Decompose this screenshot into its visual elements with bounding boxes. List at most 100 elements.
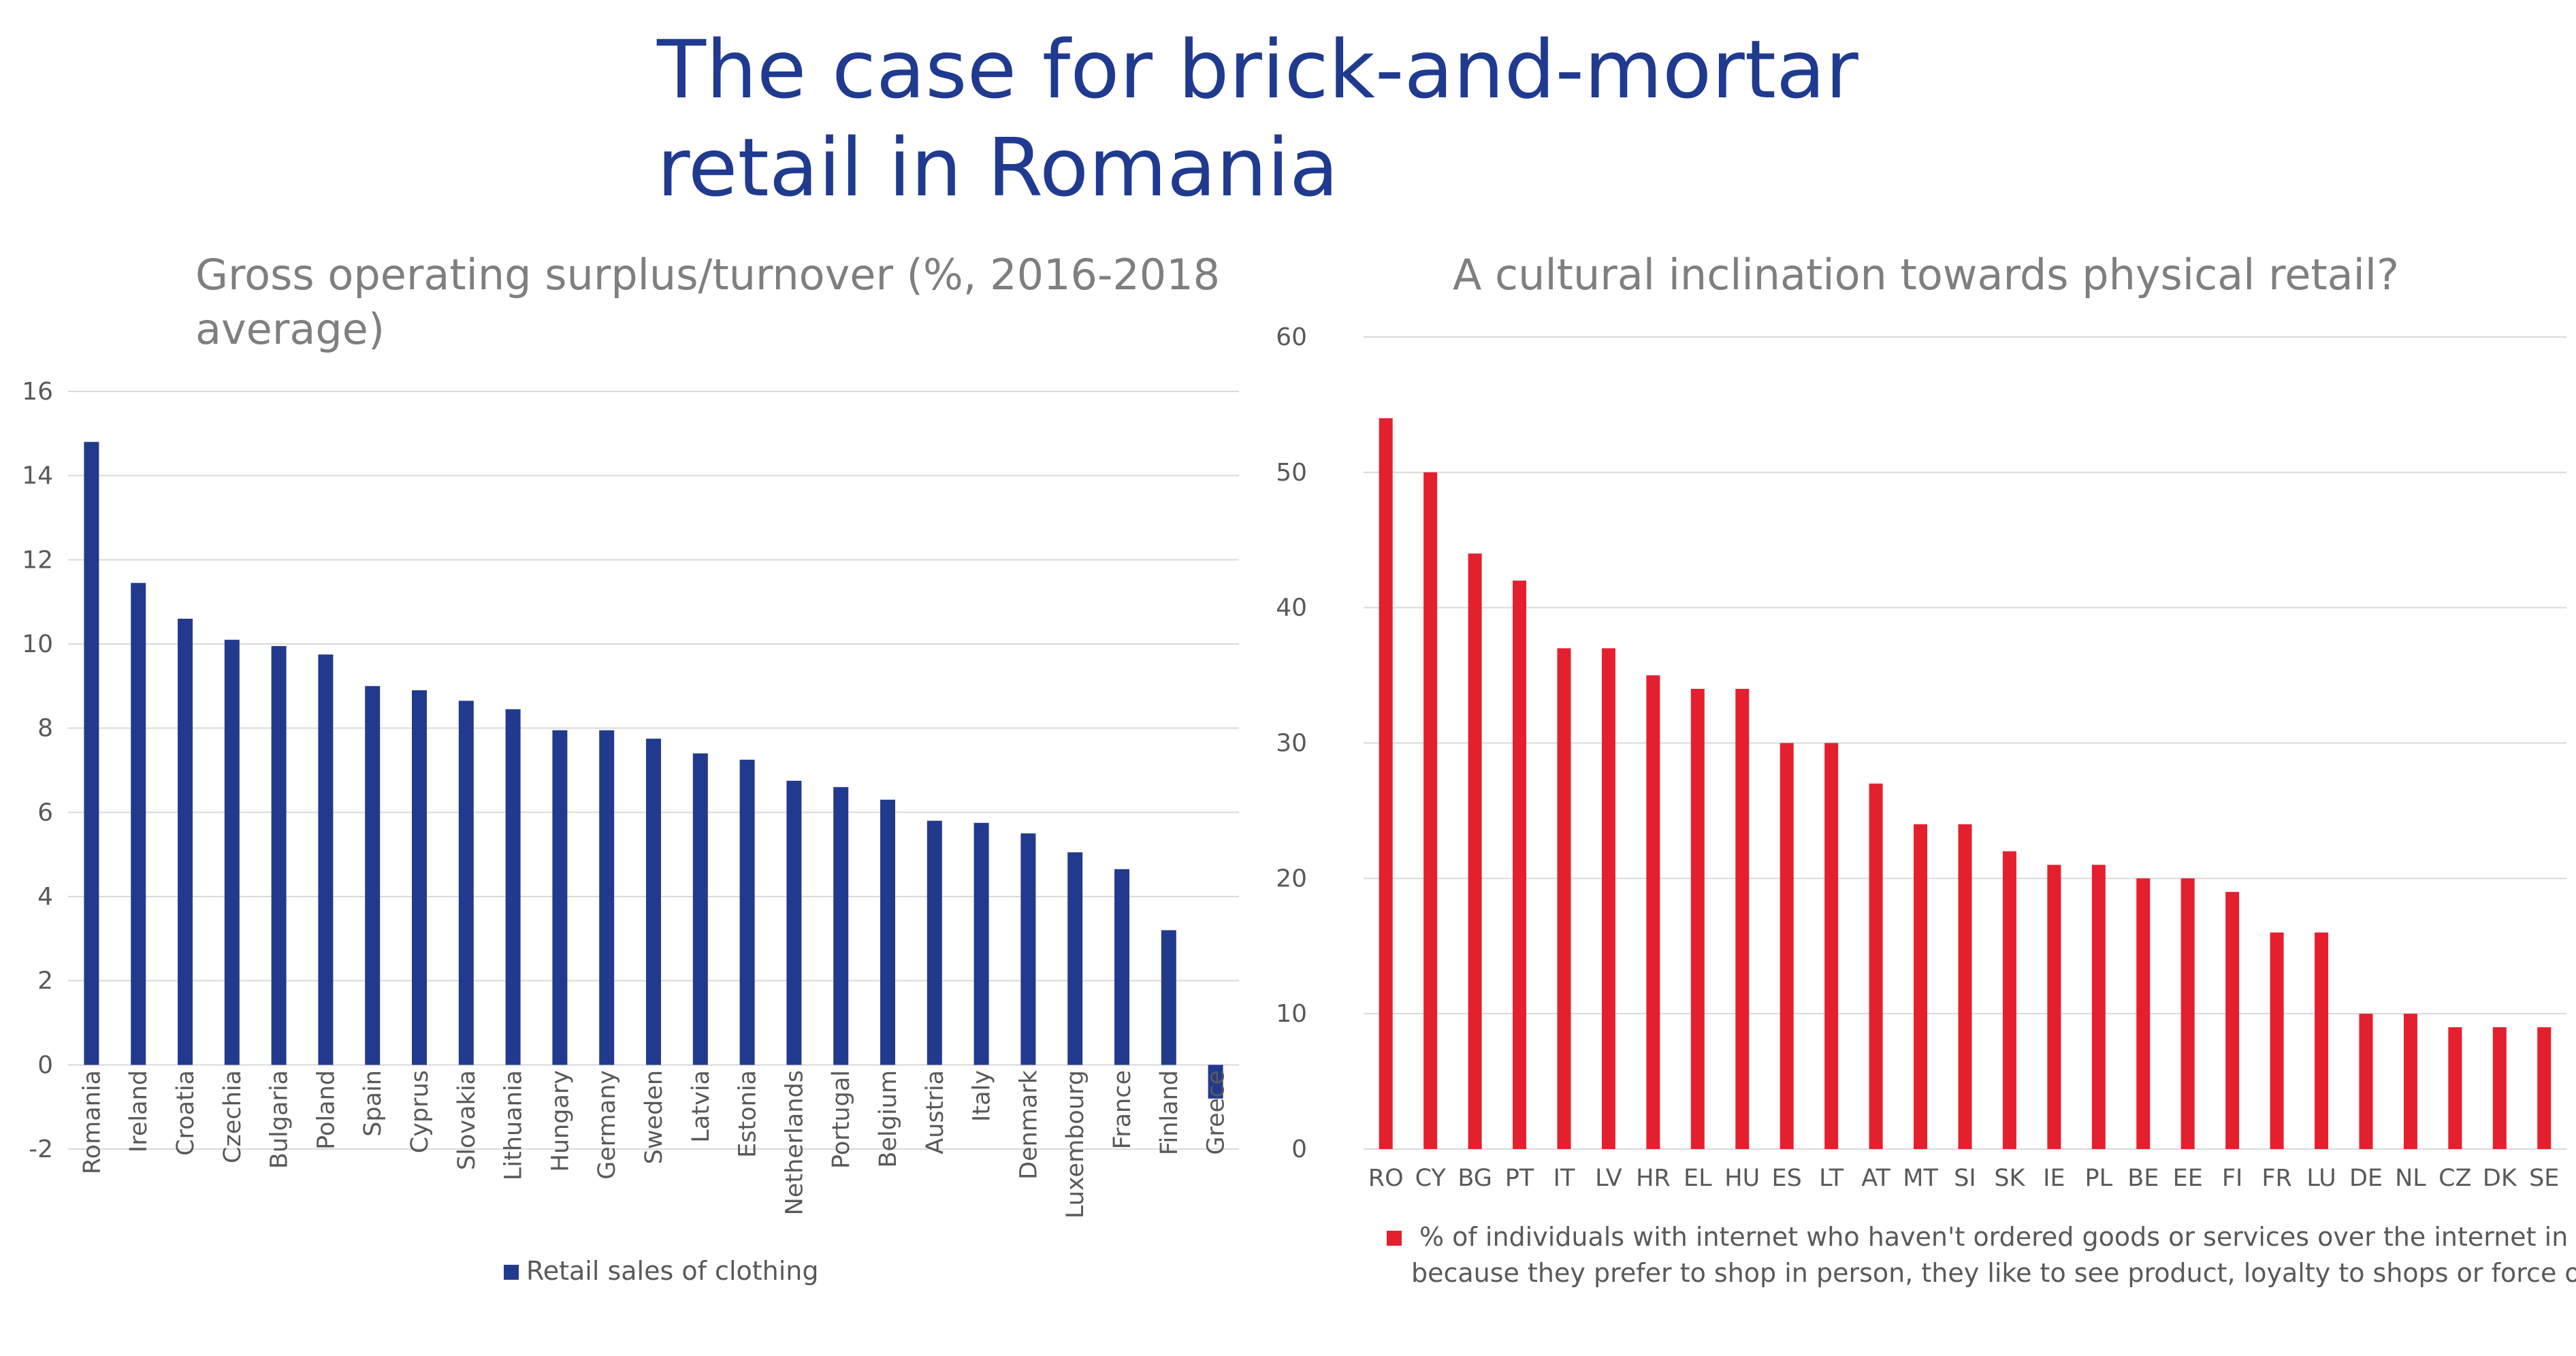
bar: [318, 654, 334, 1065]
right-legend-label-line-2: because they prefer to shop in person, t…: [1411, 1258, 2576, 1288]
x-category-label: DE: [2349, 1165, 2383, 1192]
x-category-label: FI: [2222, 1165, 2242, 1192]
right-x-axis: RO CY BG PT IT LV HR EL HU ES LT AT MT SI SK IE PL BE EE FI…: [1368, 1165, 2560, 1192]
bar: [2537, 1027, 2551, 1149]
x-category-label: RO: [1368, 1165, 1404, 1192]
x-category-label: SI: [1954, 1165, 1976, 1192]
x-category-label: Latvia: [688, 1070, 715, 1143]
left-legend-label: Retail sales of clothing: [526, 1256, 819, 1286]
bar: [2002, 851, 2016, 1149]
y-tick-label: 20: [1276, 865, 1307, 892]
x-category-label: Cyprus: [406, 1070, 434, 1153]
bar: [2403, 1014, 2417, 1149]
bar: [84, 442, 99, 1065]
x-category-label: Ireland: [125, 1070, 152, 1152]
bar: [739, 760, 755, 1065]
x-category-label: Belgium: [875, 1070, 902, 1168]
x-category-label: CY: [1415, 1165, 1447, 1192]
x-category-label: PL: [2085, 1165, 2113, 1192]
x-category-label: Luxembourg: [1062, 1070, 1089, 1218]
x-category-label: FR: [2261, 1165, 2291, 1192]
x-category-label: BG: [1458, 1165, 1492, 1192]
x-category-label: Italy: [969, 1070, 996, 1122]
y-tick-label: -2: [29, 1135, 53, 1163]
bar: [412, 690, 427, 1065]
x-category-label: IE: [2043, 1165, 2065, 1192]
bar: [1067, 852, 1083, 1065]
bar: [224, 639, 240, 1065]
x-category-label: LT: [1819, 1165, 1844, 1192]
x-category-label: DK: [2483, 1165, 2517, 1192]
bar: [1020, 833, 1036, 1065]
y-tick-label: 2: [37, 967, 53, 995]
left-y-axis: -2 0 2 4 6 8 10 12 14 16: [22, 378, 53, 1163]
x-category-label: Denmark: [1015, 1069, 1042, 1180]
bar: [2315, 932, 2329, 1149]
left-legend-swatch: [504, 1265, 519, 1280]
page-title-line-1: The case for brick-and-mortar: [657, 22, 1858, 116]
y-tick-label: 4: [37, 883, 53, 911]
bar: [1914, 824, 1928, 1149]
x-category-label: Poland: [312, 1070, 340, 1150]
bar: [1646, 675, 1660, 1149]
left-chart-title-line-2: average): [195, 304, 385, 354]
bar: [1958, 824, 1972, 1149]
bar: [599, 730, 615, 1065]
x-category-label: HU: [1724, 1165, 1760, 1192]
bar: [458, 700, 474, 1065]
x-category-label: Croatia: [172, 1070, 199, 1156]
bar: [552, 730, 568, 1065]
right-legend: % of individuals with internet who haven…: [1387, 1222, 2576, 1288]
right-chart-title: A cultural inclination towards physical …: [1453, 250, 2399, 300]
bar: [1513, 580, 1527, 1149]
x-category-label: PT: [1505, 1165, 1534, 1192]
x-category-label: IT: [1553, 1165, 1575, 1192]
y-tick-label: 30: [1276, 730, 1307, 758]
x-category-label: LV: [1595, 1165, 1622, 1192]
x-category-label: France: [1109, 1070, 1136, 1149]
x-category-label: Estonia: [735, 1070, 762, 1158]
page-title-line-2: retail in Romania: [657, 120, 1339, 214]
x-category-label: EL: [1684, 1165, 1712, 1192]
x-category-label: HR: [1636, 1165, 1671, 1192]
bar: [365, 685, 381, 1065]
left-bar-chart: Gross operating surplus/turnover (%, 201…: [22, 250, 1239, 1286]
x-category-label: ES: [1772, 1165, 1802, 1192]
y-tick-label: 40: [1276, 594, 1307, 622]
x-category-label: Spain: [359, 1070, 387, 1137]
right-legend-label-line-1: % of individuals with internet who haven…: [1419, 1222, 2576, 1252]
right-y-axis: 0 10 20 30 40 50 60: [1276, 323, 1307, 1163]
y-tick-label: 10: [1276, 1000, 1307, 1028]
bar: [1114, 869, 1129, 1065]
bar: [2270, 932, 2284, 1149]
y-tick-label: 0: [37, 1051, 53, 1079]
bar: [2492, 1027, 2507, 1149]
x-category-label: LU: [2306, 1165, 2336, 1192]
x-category-label: SK: [1994, 1165, 2025, 1192]
bar: [973, 822, 989, 1065]
bar: [1379, 418, 1393, 1149]
left-legend: Retail sales of clothing: [504, 1256, 819, 1286]
bar: [1208, 1065, 1223, 1099]
bar: [271, 646, 287, 1065]
x-category-label: Romania: [78, 1070, 106, 1174]
bar: [1468, 553, 1482, 1149]
bar: [2047, 865, 2061, 1149]
bar: [1690, 688, 1705, 1149]
right-bars: [1379, 418, 2551, 1149]
x-category-label: Hungary: [547, 1070, 574, 1172]
x-category-label: EE: [2173, 1165, 2203, 1192]
right-legend-swatch: [1387, 1231, 1402, 1246]
y-tick-label: 0: [1291, 1135, 1307, 1163]
bar: [1824, 743, 1839, 1149]
x-category-label: Sweden: [641, 1070, 668, 1164]
x-category-label: Bulgaria: [266, 1070, 293, 1169]
x-category-label: Slovakia: [453, 1070, 481, 1170]
x-category-label: CZ: [2438, 1165, 2471, 1192]
x-category-label: Austria: [922, 1070, 949, 1155]
x-category-label: Portugal: [828, 1070, 855, 1169]
page-title: The case for brick-and-mortar retail in …: [657, 20, 1950, 216]
left-bars: [84, 442, 1223, 1099]
bar: [646, 739, 661, 1065]
x-category-label: Lithuania: [500, 1070, 528, 1180]
